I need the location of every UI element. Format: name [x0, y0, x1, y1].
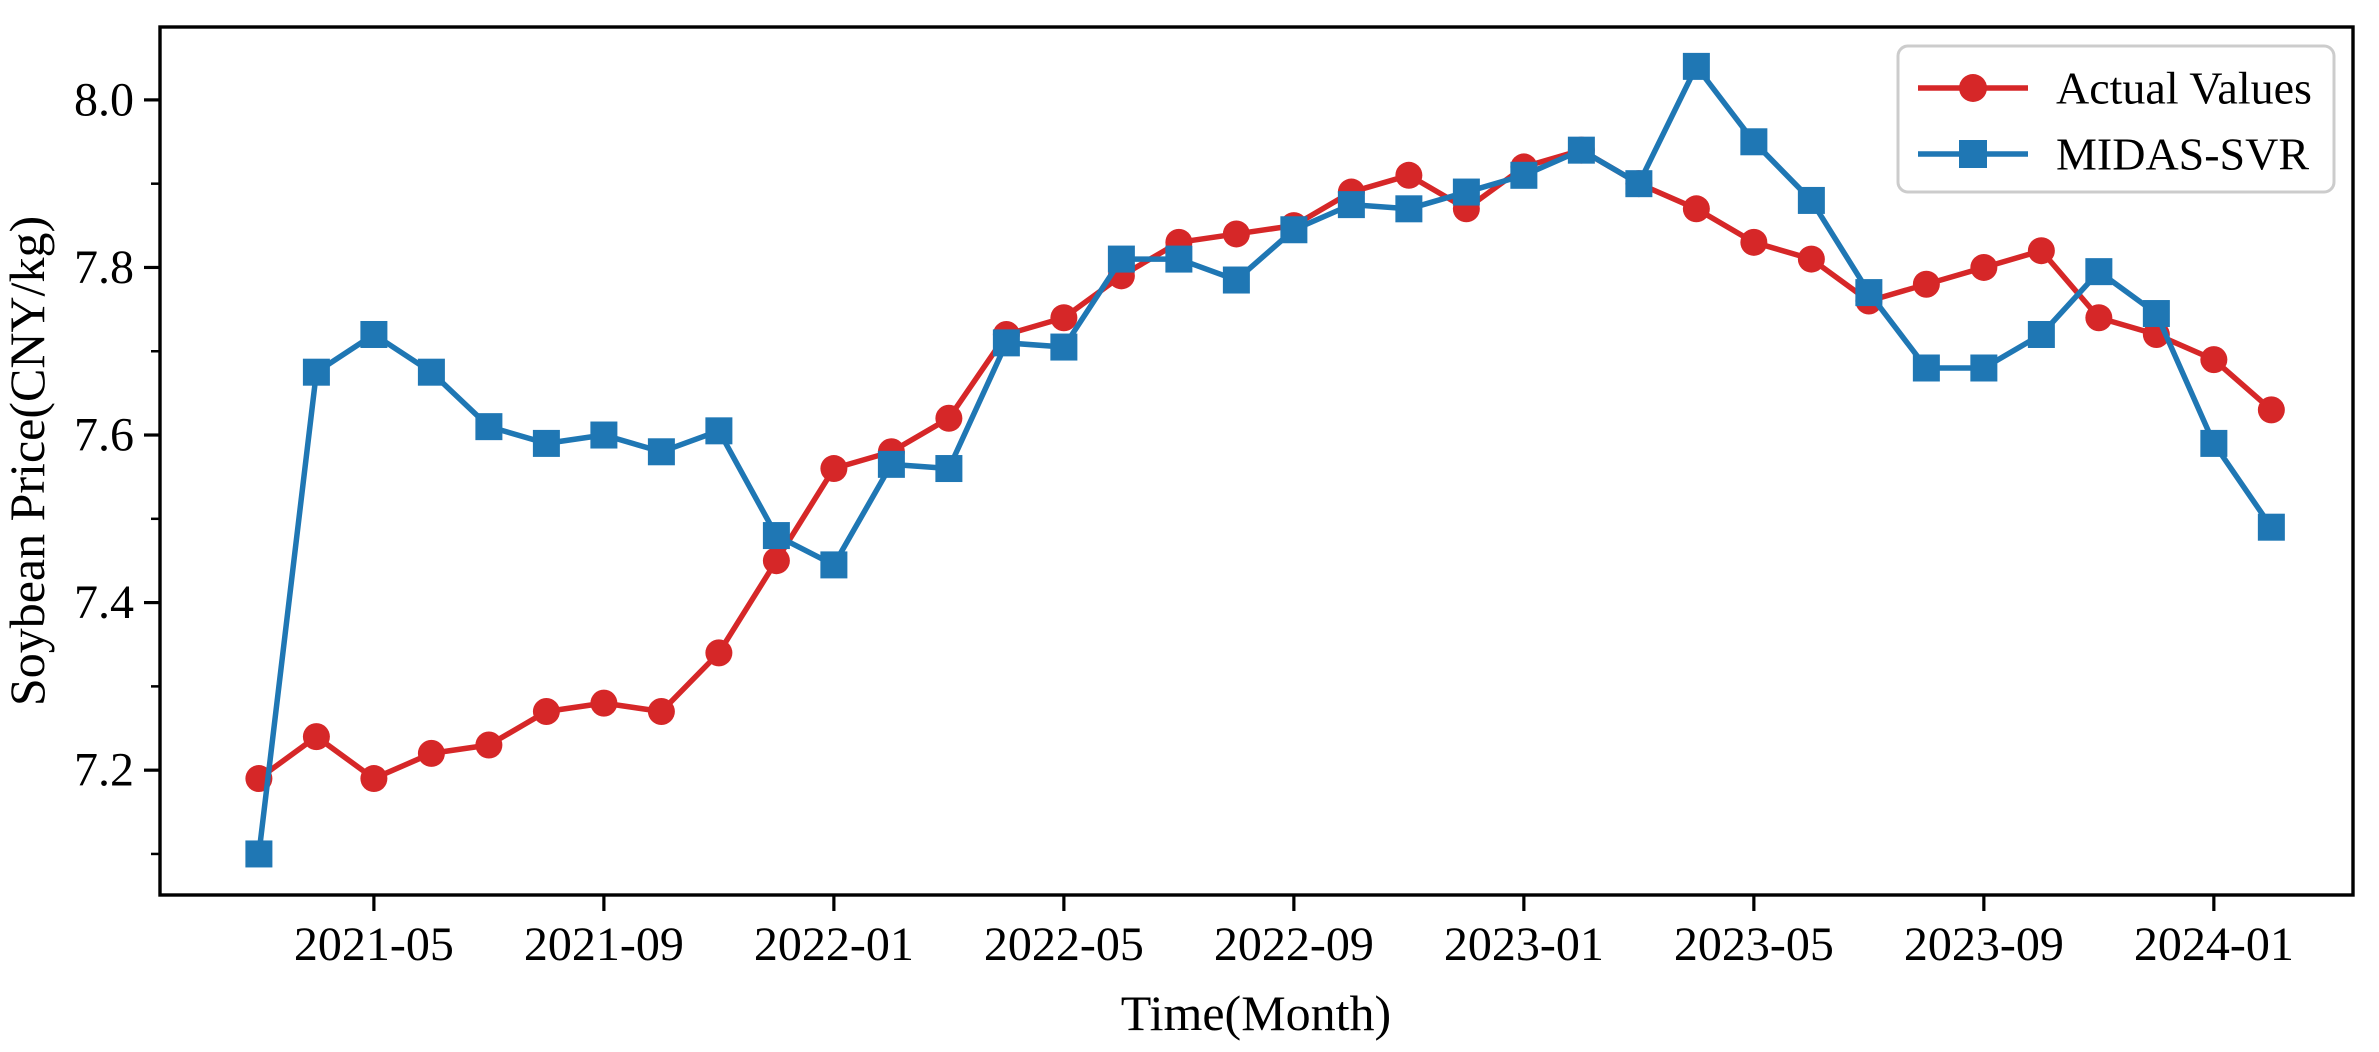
data-point-square: [1797, 186, 1825, 214]
data-point-square: [1567, 136, 1595, 164]
data-point-square: [1912, 354, 1940, 382]
data-point-square: [532, 429, 560, 457]
data-point-square: [417, 358, 445, 386]
data-point-square: [475, 413, 503, 441]
y-tick-label: 7.2: [74, 744, 134, 797]
data-point-circle: [2257, 396, 2285, 424]
legend-label: MIDAS-SVR: [2056, 129, 2309, 180]
data-point-circle: [1682, 195, 1710, 223]
data-point-circle: [302, 723, 330, 751]
data-point-square: [590, 421, 618, 449]
data-point-square: [647, 438, 675, 466]
x-tick-label: 2023-01: [1444, 918, 1604, 971]
data-point-square: [1222, 266, 1250, 294]
data-point-square: [1107, 245, 1135, 273]
data-point-circle: [647, 698, 675, 726]
data-point-circle: [590, 689, 618, 717]
data-point-square: [877, 450, 905, 478]
data-point-square: [2257, 513, 2285, 541]
x-tick-label: 2021-05: [294, 918, 454, 971]
data-point-square: [705, 417, 733, 445]
data-point-square: [762, 522, 790, 550]
data-point-circle: [820, 455, 848, 483]
legend-circle-marker-icon: [1959, 74, 1987, 102]
data-point-square: [245, 840, 273, 868]
data-point-circle: [1222, 220, 1250, 248]
data-point-circle: [705, 639, 733, 667]
data-point-square: [1337, 191, 1365, 219]
data-point-circle: [1050, 304, 1078, 332]
data-point-circle: [417, 739, 445, 767]
x-tick-label: 2022-09: [1214, 918, 1374, 971]
data-point-square: [1165, 245, 1193, 273]
data-point-circle: [475, 731, 503, 759]
data-point-circle: [2027, 237, 2055, 265]
data-point-square: [1395, 195, 1423, 223]
y-tick-label: 7.8: [74, 241, 134, 294]
data-point-circle: [1970, 253, 1998, 281]
data-point-circle: [2200, 346, 2228, 374]
data-point-square: [1682, 52, 1710, 80]
data-point-circle: [1797, 245, 1825, 273]
x-tick-label: 2024-01: [2134, 918, 2294, 971]
plot-border: [158, 25, 2355, 897]
data-point-circle: [1740, 228, 1768, 256]
data-point-square: [1050, 333, 1078, 361]
data-point-square: [1855, 279, 1883, 307]
data-point-square: [2200, 429, 2228, 457]
y-tick-label: 8.0: [74, 73, 134, 126]
data-point-square: [2085, 258, 2113, 286]
data-point-circle: [935, 404, 963, 432]
x-tick-label: 2023-05: [1674, 918, 1834, 971]
data-point-circle: [532, 698, 560, 726]
data-point-square: [1510, 161, 1538, 189]
legend-square-marker-icon: [1959, 140, 1987, 168]
data-point-square: [360, 320, 388, 348]
data-point-square: [2027, 320, 2055, 348]
series-line-actual-values: [256, 147, 2275, 782]
data-point-square: [1970, 354, 1998, 382]
data-point-square: [302, 358, 330, 386]
data-point-square: [1625, 170, 1653, 198]
data-point-square: [935, 455, 963, 483]
x-tick-label: 2023-09: [1904, 918, 2064, 971]
data-point-square: [1280, 216, 1308, 244]
data-point-circle: [360, 765, 388, 793]
data-point-circle: [1912, 270, 1940, 298]
x-tick-label: 2022-05: [984, 918, 1144, 971]
data-point-square: [1740, 128, 1768, 156]
data-point-circle: [762, 547, 790, 575]
x-axis-title: Time(Month): [1121, 985, 1391, 1041]
data-point-circle: [2085, 304, 2113, 332]
data-point-square: [1452, 178, 1480, 206]
y-axis-title: Soybean Price(CNY/kg): [0, 216, 55, 706]
y-tick-label: 7.4: [74, 576, 134, 629]
x-tick-label: 2022-01: [754, 918, 914, 971]
data-point-circle: [1395, 161, 1423, 189]
y-tick-label: 7.6: [74, 409, 134, 462]
data-point-square: [2142, 300, 2170, 328]
data-point-square: [820, 551, 848, 579]
x-tick-label: 2021-09: [524, 918, 684, 971]
legend-label: Actual Values: [2056, 63, 2312, 114]
data-point-square: [992, 329, 1020, 357]
